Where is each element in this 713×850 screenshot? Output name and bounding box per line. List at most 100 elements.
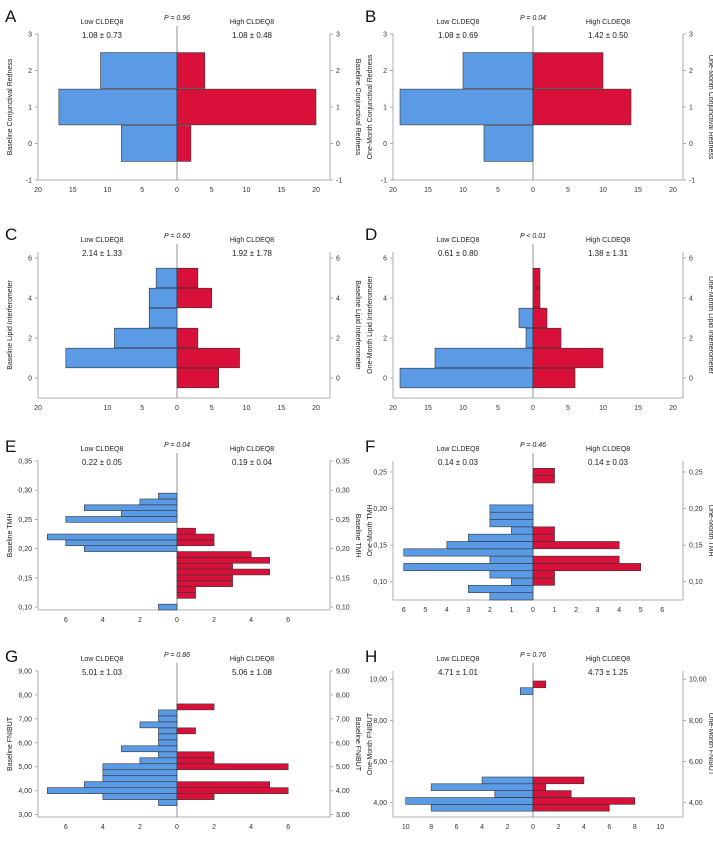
right-group-label: High CLDEQ8 [586,446,630,453]
panel-letter: E [5,437,16,456]
bar-low [102,769,178,777]
left-stat-label: 4.71 ± 1.01 [438,668,479,677]
bar-high [176,527,196,535]
panel-h: H P = 0.76 Low CLDEQ8 High CLDEQ8 4.71 ± 1.0… [365,647,713,831]
bar-high [176,592,196,599]
bar-low [489,555,534,564]
bar-low [158,715,178,723]
bar-high [532,468,555,476]
x-tick-label: 0 [531,187,535,194]
right-group-label: High CLDEQ8 [586,656,630,663]
bar-low [446,541,534,550]
bar-high [532,797,636,805]
bar-high [532,533,555,542]
y-tick-label-right: 0,35 [336,459,350,466]
bar-high [176,793,215,800]
y-tick-label-left: 2 [28,68,32,75]
x-tick-label: 15 [424,405,432,412]
bar-low [158,603,178,611]
x-tick-label: 4 [480,824,484,831]
y-tick-label-left: 6 [28,256,32,263]
x-tick-label: 20 [312,187,320,194]
left-stat-label: 0.22 ± 0.05 [82,458,123,467]
left-group-label: Low CLDEQ8 [437,19,480,26]
y-tick-label-left: 0,15 [18,575,32,582]
x-tick-label: 6 [455,824,459,831]
bar-low [430,804,534,812]
bar-high [532,327,562,349]
x-tick-label: 0 [531,405,535,412]
y-tick-label-right: -1 [336,178,342,185]
bar-high [176,287,213,309]
p-value-label: P = 0.60 [164,233,190,240]
right-stat-label: 0.14 ± 0.03 [588,458,629,467]
y-tick-label-right: 0 [336,376,340,383]
bar-low [511,526,534,535]
bar-high [176,703,215,711]
x-tick-label: 2 [488,607,492,614]
y-axis-label-left: Baseline TMH [7,514,14,558]
bar-high [176,52,206,89]
y-tick-label-right: 5,00 [336,764,350,771]
y-tick-label-right: 2 [336,336,340,343]
panel-b: B P = 0.04 Low CLDEQ8 High CLDEQ8 1.08 ± 0.6… [365,7,713,194]
y-tick-label-right: 0,20 [689,506,703,513]
bar-high [532,287,541,309]
x-tick-label: 5 [566,405,570,412]
p-value-label: P < 0.01 [520,233,546,240]
x-tick-label: 2 [138,824,142,831]
y-tick-label-right: 10,00 [689,677,707,684]
x-tick-label: 2 [557,824,561,831]
right-group-label: High CLDEQ8 [230,19,274,26]
x-tick-label: 4 [582,824,586,831]
y-axis-label-left: One-Month Lipid Interferometer [367,276,374,374]
bar-low [158,727,178,735]
y-tick-label-left: 0 [28,376,32,383]
x-tick-label: 2 [138,617,142,624]
bar-low [158,733,178,741]
x-tick-label: 1 [553,607,557,614]
y-tick-label-left: 0,25 [18,517,32,524]
x-tick-label: 1 [510,607,514,614]
bar-low [399,88,534,126]
y-tick-label-left: 3 [28,32,32,39]
y-axis-label-left: One-Month TMH [367,505,374,557]
panel-letter: D [365,225,377,244]
y-tick-label-right: 0,15 [336,575,350,582]
bar-low [158,709,178,717]
x-tick-label: 10 [104,187,112,194]
y-tick-label-left: 9,00 [18,669,32,676]
bar-low [403,548,534,557]
left-stat-label: 1.08 ± 0.73 [82,31,123,40]
x-tick-label: 20 [34,405,42,412]
y-tick-label-left: 3 [383,32,387,39]
bar-low [434,347,534,369]
x-tick-label: 8 [429,824,433,831]
bar-low [100,52,178,89]
bar-low [518,307,534,329]
x-tick-label: 10 [402,824,410,831]
p-value-label: P = 0.96 [164,15,190,22]
y-axis-label-right: Baseline Conjunctival Redness [354,59,361,156]
bar-high [532,555,620,564]
x-tick-label: 0 [531,824,535,831]
y-tick-label-left: 8,00 [373,718,387,725]
x-tick-label: 3 [466,607,470,614]
y-tick-label-left: 6,00 [18,740,32,747]
y-tick-label-right: 2 [689,336,693,343]
bar-high [532,475,555,484]
p-value-label: P = 0.76 [520,652,546,659]
bar-low [84,781,178,788]
bar-high [176,580,233,587]
x-tick-label: 15 [634,187,642,194]
y-axis-label-right: Baseline TMH [354,514,361,558]
y-tick-label-right: 0,15 [689,543,703,550]
bar-low [403,563,534,572]
bar-high [176,787,289,794]
x-tick-label: 15 [69,187,77,194]
bar-low [158,799,178,806]
x-tick-label: 15 [634,405,642,412]
x-tick-label: 20 [34,187,42,194]
right-stat-label: 5.06 ± 1.08 [232,668,273,677]
y-axis-label-right: One-Month Conjunctival Redness [707,55,713,160]
